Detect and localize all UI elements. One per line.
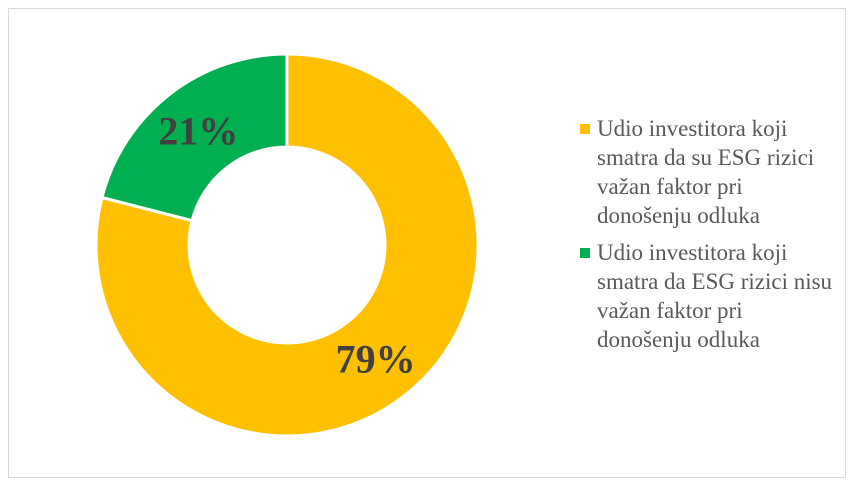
slice-label-not-important: 21%: [158, 108, 238, 153]
legend-item-not-important: Udio investitora koji smatra da ESG rizi…: [580, 238, 842, 354]
slice-important: [94, 52, 480, 438]
slice-not-important: [100, 52, 289, 223]
legend: Udio investitora koji smatra da su ESG r…: [580, 114, 842, 362]
labels-group: 79% 21%: [158, 108, 415, 381]
slices-group: [94, 52, 480, 438]
legend-swatch-important: [580, 124, 590, 134]
legend-swatch-not-important: [580, 248, 590, 258]
legend-label-not-important: Udio investitora koji smatra da ESG rizi…: [597, 240, 833, 352]
slice-label-important: 79%: [336, 337, 416, 382]
legend-item-important: Udio investitora koji smatra da su ESG r…: [580, 114, 842, 230]
legend-label-important: Udio investitora koji smatra da su ESG r…: [597, 116, 815, 228]
